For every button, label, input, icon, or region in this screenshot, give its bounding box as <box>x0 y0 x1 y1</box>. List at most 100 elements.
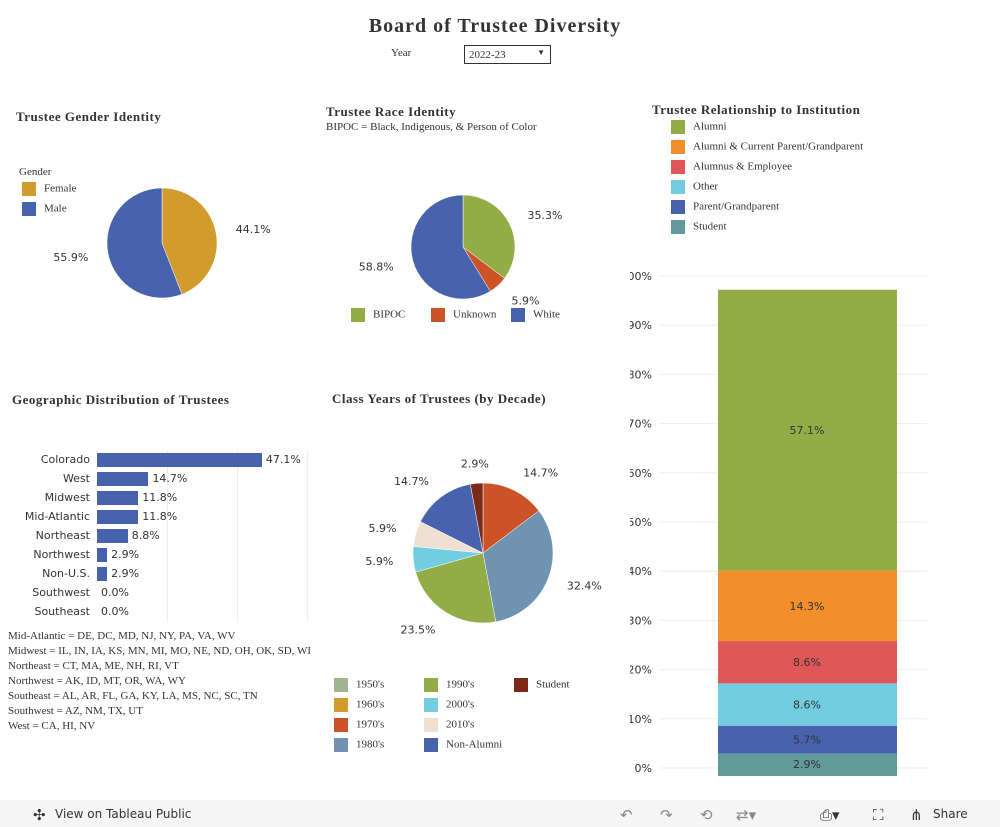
legend-item-1990-s[interactable]: 1990's <box>424 678 474 692</box>
legend-label: BIPOC <box>373 308 406 321</box>
undo-icon[interactable]: ↶ <box>620 806 633 824</box>
legend-swatch <box>334 738 348 752</box>
pie-slice-white[interactable] <box>410 194 491 300</box>
legend-item-white[interactable]: White <box>511 308 560 322</box>
pie-slice-male[interactable] <box>106 187 183 299</box>
refresh-icon[interactable]: ⇄▾ <box>736 806 757 824</box>
legend-item-alumni-current-parent-grandparent[interactable]: Alumni & Current Parent/Grandparent <box>671 140 863 154</box>
legend-label: Alumnus & Employee <box>693 160 792 173</box>
legend-item-non-alumni[interactable]: Non-Alumni <box>424 738 502 752</box>
legend-item-1970-s[interactable]: 1970's <box>334 718 384 732</box>
legend-item-2000-s[interactable]: 2000's <box>424 698 474 712</box>
legend-item-other[interactable]: Other <box>671 180 718 194</box>
race-subtitle: BIPOC = Black, Indigenous, & Person of C… <box>326 121 537 133</box>
legend-label: 1970's <box>356 718 385 731</box>
pie-slice-student[interactable] <box>470 482 484 554</box>
download-icon[interactable]: ⎙▾ <box>820 806 840 824</box>
legend-item-student[interactable]: Student <box>514 678 570 692</box>
legend-swatch <box>511 308 525 322</box>
pie-slice-1980-s[interactable] <box>482 510 554 623</box>
geo-bar[interactable] <box>97 567 108 581</box>
chevron-down-icon: ▼ <box>537 48 545 57</box>
legend-item-student[interactable]: Student <box>671 220 727 234</box>
legend-item-1980-s[interactable]: 1980's <box>334 738 384 752</box>
legend-item-bipoc[interactable]: BIPOC <box>351 308 405 322</box>
legend-item-male[interactable]: Male <box>22 202 67 216</box>
legend-swatch <box>424 678 438 692</box>
share-button[interactable]: Share <box>933 807 968 821</box>
legend-swatch <box>514 678 528 692</box>
stack-segment-parent-grandparent[interactable] <box>718 725 897 754</box>
pie-slice-label: 5.9% <box>369 522 397 535</box>
legend-item-2010-s[interactable]: 2010's <box>424 718 474 732</box>
y-tick-label: 40% <box>630 565 652 578</box>
geo-bar[interactable] <box>97 529 128 543</box>
year-filter-label: Year <box>391 47 412 59</box>
y-tick-label: 70% <box>630 418 652 431</box>
geo-bar[interactable] <box>97 472 149 486</box>
legend-label: Male <box>44 202 67 215</box>
legend-item-1950-s[interactable]: 1950's <box>334 678 384 692</box>
gender-title: Trustee Gender Identity <box>16 109 162 124</box>
stack-segment-alumni[interactable] <box>718 289 897 571</box>
stack-segment-student[interactable] <box>718 753 897 776</box>
view-on-tableau-link[interactable]: View on Tableau Public <box>55 807 192 821</box>
year-select-value: 2022-23 <box>469 49 506 61</box>
race-title: Trustee Race Identity <box>326 104 457 119</box>
pie-slice-label: 58.8% <box>359 261 394 274</box>
legend-swatch <box>334 718 348 732</box>
legend-label: White <box>533 308 560 321</box>
legend-item-unknown[interactable]: Unknown <box>431 308 496 322</box>
geo-bar[interactable] <box>97 510 139 524</box>
legend-item-1960-s[interactable]: 1960's <box>334 698 384 712</box>
legend-swatch <box>424 718 438 732</box>
geo-note: Southeast = AL, AR, FL, GA, KY, LA, MS, … <box>8 690 258 702</box>
legend-swatch <box>671 140 685 154</box>
y-tick-label: 30% <box>630 614 652 627</box>
geo-bar-label: 0.0% <box>101 605 129 618</box>
share-icon[interactable]: ⋔ <box>910 806 923 824</box>
year-select[interactable]: 2022-23 ▼ <box>464 45 551 64</box>
pie-slice-female[interactable] <box>161 187 218 295</box>
gender-legend-title: Gender <box>19 166 52 178</box>
legend-swatch <box>424 738 438 752</box>
geo-note: Mid-Atlantic = DE, DC, MD, NJ, NY, PA, V… <box>8 630 236 642</box>
geo-bar-label: 11.8% <box>142 491 178 504</box>
gridline <box>167 450 168 622</box>
legend-item-female[interactable]: Female <box>22 182 76 196</box>
class-years-pie-chart: 14.7% 32.4% 23.5% 5.9% 5.9% 14.7% 2.9% <box>365 457 601 636</box>
relationship-stacked-bar: 0% 10% 20% 30% 40% 50% 60% 70% 80% 90% 100% 2.9% 5.7… <box>630 270 927 776</box>
legend-item-parent-grandparent[interactable]: Parent/Grandparent <box>671 200 779 214</box>
legend-item-alumni[interactable]: Alumni <box>671 120 727 134</box>
legend-label: Student <box>536 678 570 691</box>
geo-bar[interactable] <box>97 491 139 505</box>
revert-icon[interactable]: ⟲ <box>700 806 713 824</box>
pie-slice-1970-s[interactable] <box>482 482 540 554</box>
legend-swatch <box>671 180 685 194</box>
pie-slice-1990-s[interactable] <box>415 552 496 624</box>
geo-title: Geographic Distribution of Trustees <box>12 392 230 407</box>
stack-segment-other[interactable] <box>718 683 897 726</box>
legend-swatch <box>671 160 685 174</box>
gridline <box>307 450 308 622</box>
stack-segment-alumnus-employee[interactable] <box>718 641 897 684</box>
legend-label: Student <box>693 220 727 233</box>
geo-bar[interactable] <box>97 453 262 467</box>
stack-segment-label: 57.1% <box>790 424 825 437</box>
pie-slice-label: 2.9% <box>461 457 489 470</box>
gridline <box>237 450 238 622</box>
fullscreen-icon[interactable]: ⛶ <box>873 806 884 824</box>
geo-bar[interactable] <box>97 548 108 562</box>
pie-slice-label: 55.9% <box>53 251 88 264</box>
geo-row-label: Northwest <box>33 548 90 561</box>
pie-slice-bipoc[interactable] <box>462 194 516 279</box>
legend-swatch <box>334 678 348 692</box>
pie-slice-label: 5.9% <box>365 555 393 568</box>
legend-item-alumnus-employee[interactable]: Alumnus & Employee <box>671 160 792 174</box>
geo-bar-label: 8.8% <box>131 529 160 542</box>
tableau-logo-icon: ✣ <box>33 806 46 824</box>
pie-slice-non-alumni[interactable] <box>420 483 484 554</box>
legend-label: Other <box>693 180 719 193</box>
redo-icon[interactable]: ↷ <box>660 806 673 824</box>
stack-segment-alumni-current-parent-grandparent[interactable] <box>718 570 897 642</box>
